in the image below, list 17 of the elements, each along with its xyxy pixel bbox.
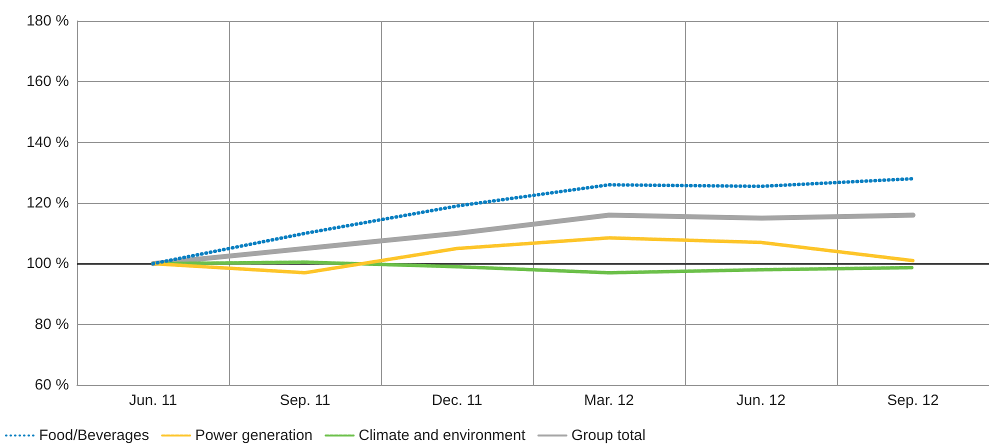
legend-label: Climate and environment (358, 427, 526, 444)
y-tick-label: 160 % (26, 73, 69, 90)
y-tick-label: 100 % (26, 255, 69, 272)
y-tick-label: 140 % (26, 134, 69, 151)
x-tick-label: Mar. 12 (584, 392, 634, 409)
x-tick-label: Sep. 12 (887, 392, 939, 409)
legend-label: Group total (571, 427, 646, 444)
y-tick-label: 60 % (34, 376, 69, 394)
x-tick-label: Jun. 12 (736, 392, 786, 409)
y-tick-label: 180 % (26, 12, 69, 30)
x-tick-label: Jun. 11 (128, 392, 178, 409)
x-tick-label: Sep. 11 (280, 392, 330, 409)
y-tick-label: 120 % (26, 194, 69, 212)
legend-label: Power generation (195, 427, 313, 444)
x-tick-label: Dec. 11 (432, 392, 482, 409)
y-tick-label: 80 % (34, 316, 69, 333)
legend-label: Food/Beverages (39, 427, 150, 444)
